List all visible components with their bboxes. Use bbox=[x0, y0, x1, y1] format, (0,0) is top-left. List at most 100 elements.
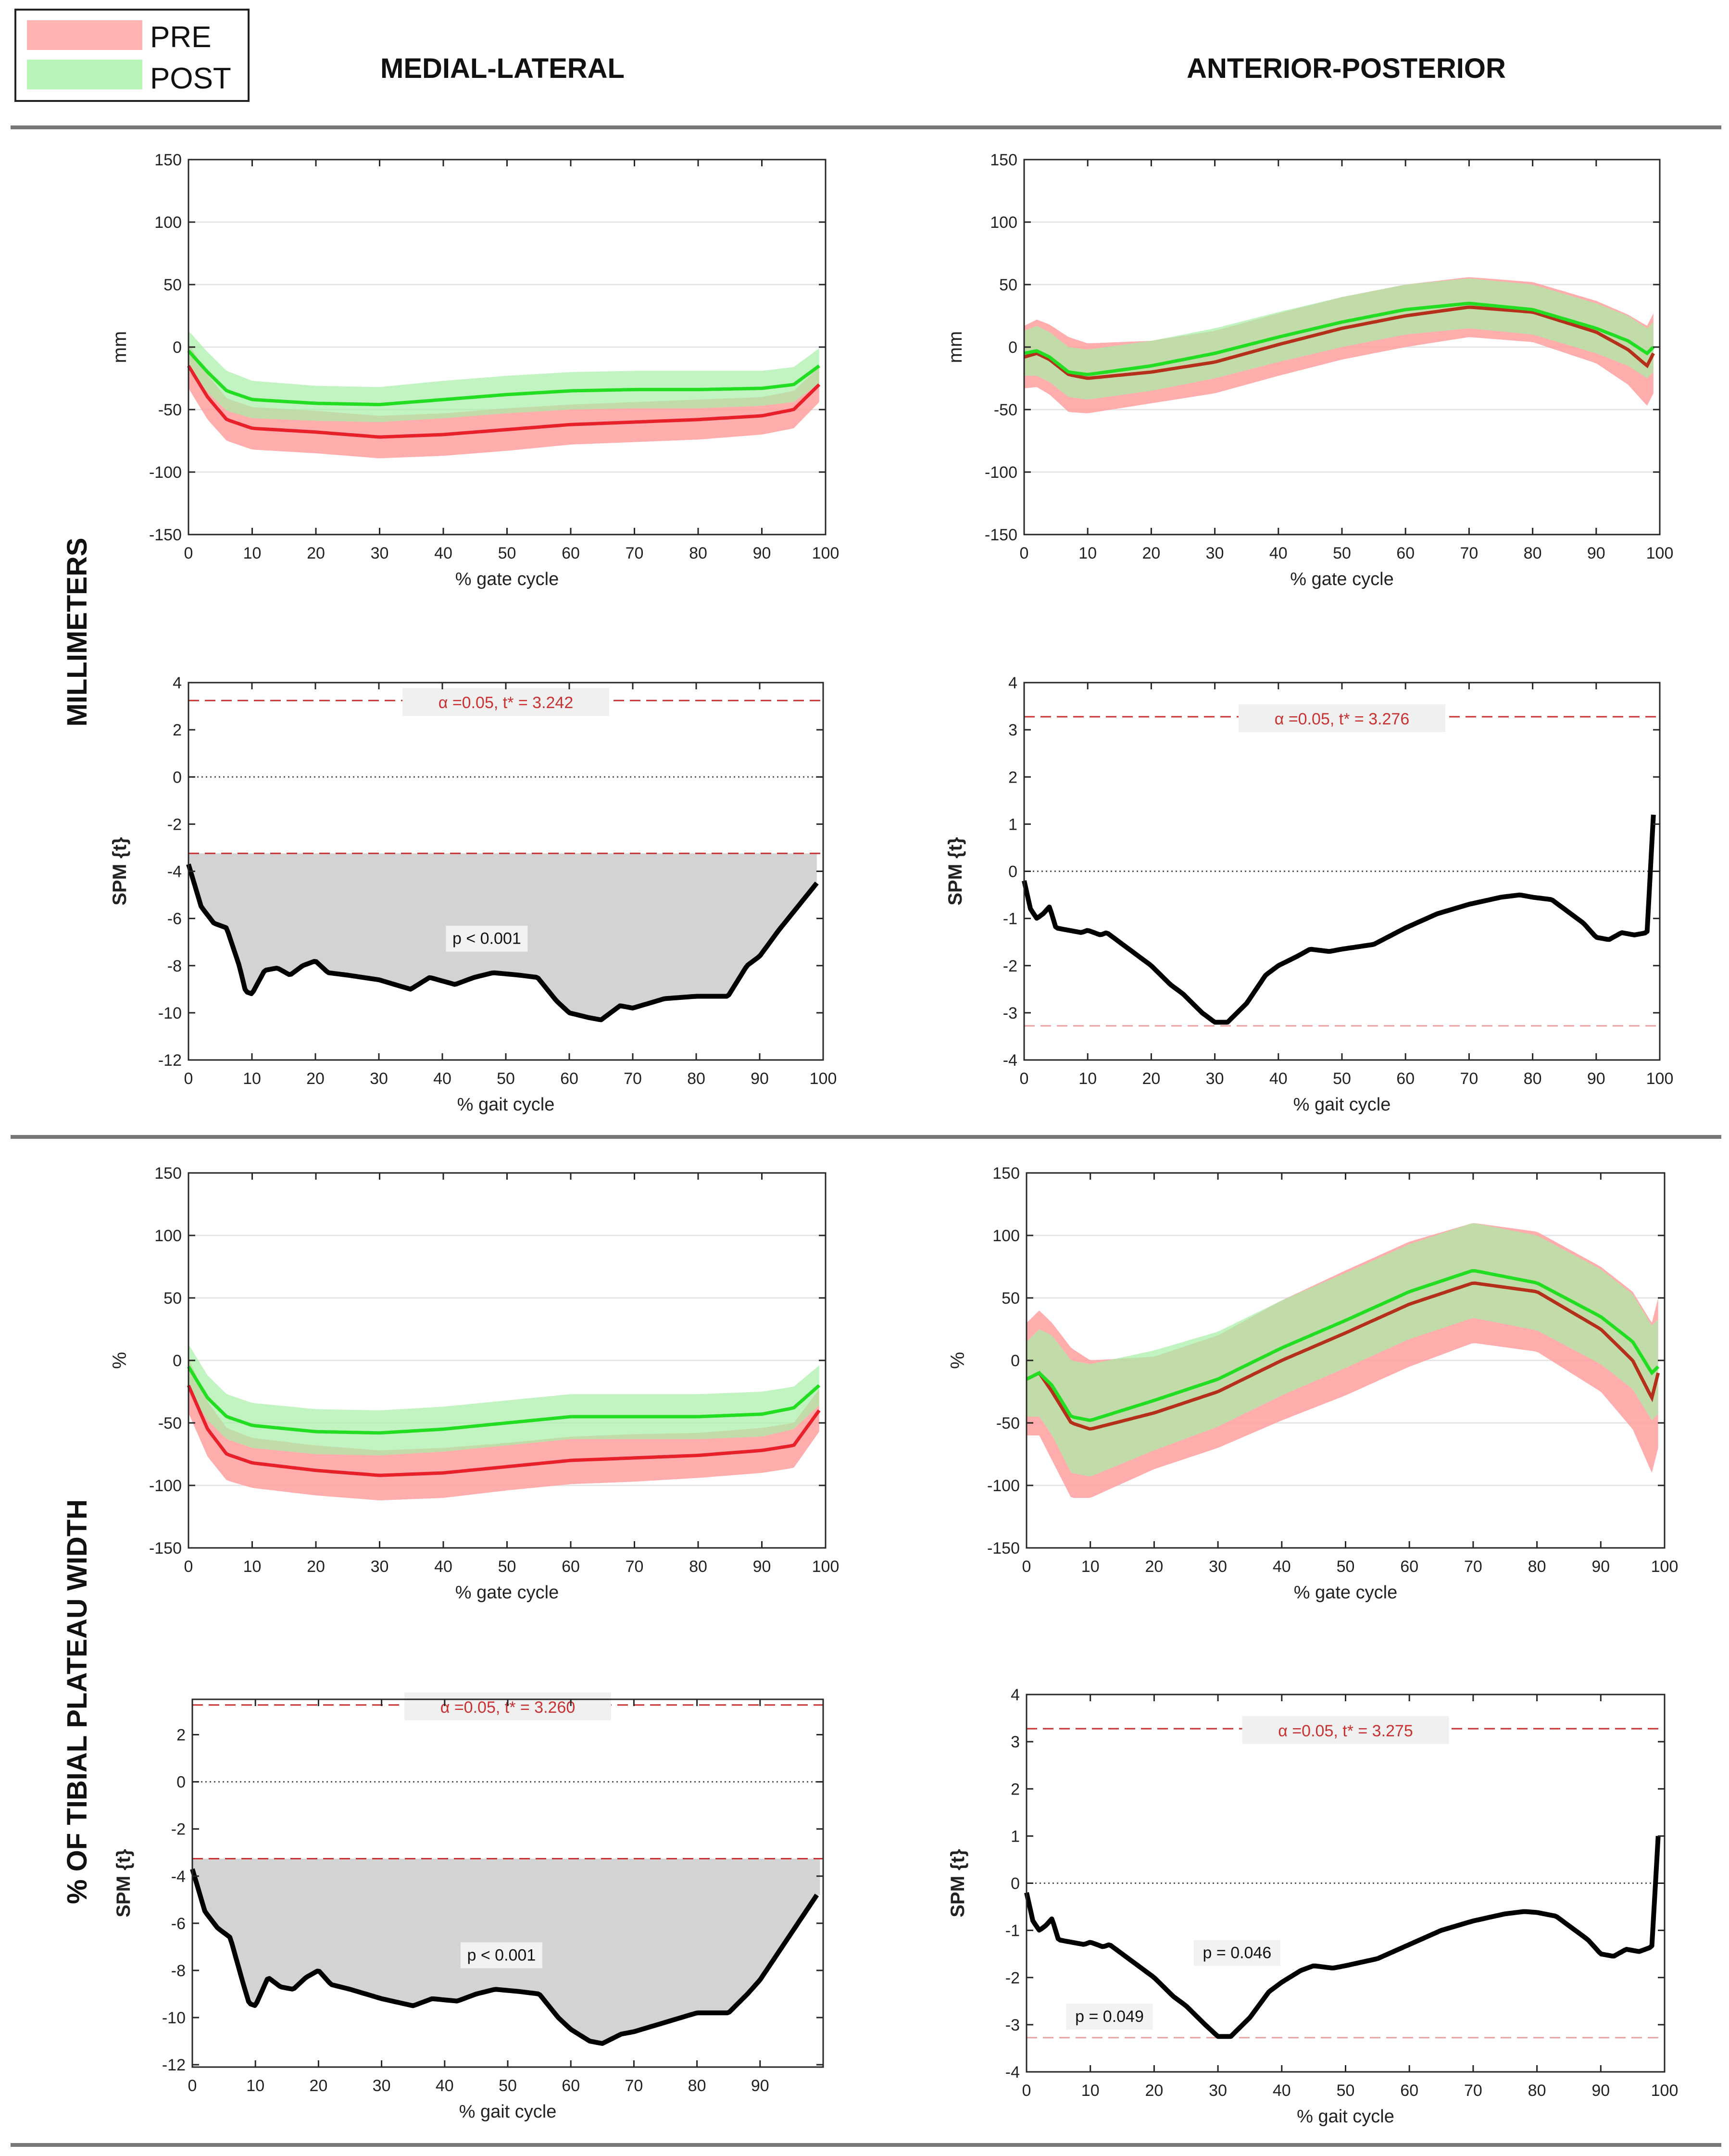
x-tick-label: 60 bbox=[562, 544, 580, 562]
y-tick-label: 150 bbox=[154, 1164, 182, 1183]
x-axis-label: % gate cycle bbox=[455, 569, 559, 589]
y-tick-label: 0 bbox=[173, 768, 182, 786]
x-tick-label: 60 bbox=[1396, 544, 1415, 562]
x-tick-label: 90 bbox=[753, 544, 771, 562]
p-value-label: p < 0.001 bbox=[467, 1946, 536, 1964]
y-tick-label: 2 bbox=[1008, 768, 1017, 786]
p-value-box bbox=[1066, 2004, 1153, 2030]
y-axis-label: mm bbox=[945, 331, 966, 363]
x-tick-label: 80 bbox=[1524, 1070, 1542, 1088]
y-tick-label: -4 bbox=[167, 863, 182, 881]
y-tick-label: -10 bbox=[158, 1004, 182, 1022]
y-tick-label: -4 bbox=[1003, 1051, 1017, 1070]
y-axis-label: % bbox=[947, 1352, 968, 1369]
mean-line-pre bbox=[187, 365, 821, 439]
legend-label-pre: PRE bbox=[150, 21, 211, 54]
x-tick-label: 50 bbox=[1333, 1070, 1351, 1088]
x-tick-label: 90 bbox=[1591, 2081, 1610, 2100]
x-axis-label: % gate cycle bbox=[455, 1583, 559, 1603]
x-tick-label: 50 bbox=[1337, 2081, 1355, 2100]
threshold-label: α =0.05, t* = 3.242 bbox=[439, 694, 574, 712]
x-tick-label: 90 bbox=[1587, 544, 1605, 562]
x-tick-label: 70 bbox=[624, 1070, 642, 1088]
x-tick-label: 90 bbox=[751, 1070, 769, 1088]
y-tick-label: -50 bbox=[158, 401, 182, 419]
legend: PRE POST bbox=[14, 9, 250, 102]
x-axis-label: % gate cycle bbox=[1294, 1583, 1397, 1603]
x-tick-label: 0 bbox=[1020, 544, 1029, 562]
threshold-label: α =0.05, t* = 3.275 bbox=[1278, 1722, 1413, 1740]
y-tick-label: 100 bbox=[992, 1227, 1020, 1245]
x-tick-label: 40 bbox=[1269, 1070, 1288, 1088]
x-tick-label: 100 bbox=[1646, 1070, 1674, 1088]
x-tick-label: 80 bbox=[688, 2077, 706, 2095]
y-axis-label: SPM {t} bbox=[113, 1849, 134, 1917]
p-value-label: p = 0.049 bbox=[1075, 2007, 1144, 2026]
y-tick-label: -12 bbox=[158, 1051, 182, 1070]
column-header-medial-lateral: MEDIAL-LATERAL bbox=[380, 53, 625, 84]
legend-swatch-pre bbox=[27, 20, 142, 50]
x-tick-label: 60 bbox=[562, 2077, 580, 2095]
x-tick-label: 0 bbox=[1020, 1070, 1029, 1088]
y-tick-label: -50 bbox=[996, 1414, 1020, 1433]
y-tick-label: 0 bbox=[1011, 1875, 1020, 1893]
x-tick-label: 40 bbox=[434, 1558, 452, 1576]
x-tick-label: 10 bbox=[243, 1070, 261, 1088]
x-tick-label: 90 bbox=[751, 2077, 769, 2095]
x-tick-label: 20 bbox=[1145, 1558, 1163, 1576]
y-tick-label: 4 bbox=[1008, 674, 1017, 692]
x-tick-label: 10 bbox=[1078, 544, 1097, 562]
y-tick-label: -50 bbox=[158, 1414, 182, 1433]
x-tick-label: 0 bbox=[188, 2077, 197, 2095]
x-tick-label: 10 bbox=[243, 544, 262, 562]
y-tick-label: -2 bbox=[1003, 957, 1017, 975]
x-tick-label: 30 bbox=[1206, 1070, 1224, 1088]
x-axis-label: % gait cycle bbox=[1297, 2106, 1394, 2127]
x-tick-label: 70 bbox=[626, 1558, 644, 1576]
threshold-label-box bbox=[404, 1692, 611, 1720]
y-tick-label: -4 bbox=[171, 1868, 186, 1886]
mean-line-pre bbox=[1024, 305, 1655, 380]
y-tick-label: 150 bbox=[154, 151, 182, 169]
y-tick-label: 0 bbox=[173, 338, 182, 357]
x-tick-label: 60 bbox=[562, 1558, 580, 1576]
y-tick-label: 0 bbox=[1008, 863, 1017, 881]
y-tick-label: 1 bbox=[1008, 815, 1017, 834]
y-axis-label: mm bbox=[109, 331, 130, 363]
threshold-label: α =0.05, t* = 3.276 bbox=[1275, 710, 1410, 728]
y-tick-label: 2 bbox=[176, 1726, 186, 1745]
y-tick-label: -100 bbox=[149, 1477, 182, 1495]
y-tick-label: 4 bbox=[1011, 1686, 1020, 1704]
x-tick-label: 50 bbox=[499, 2077, 517, 2095]
x-tick-label: 20 bbox=[307, 1558, 325, 1576]
y-tick-label: -10 bbox=[162, 2009, 186, 2027]
x-tick-label: 100 bbox=[1651, 2081, 1679, 2100]
x-tick-label: 30 bbox=[370, 1070, 388, 1088]
mean-line-post bbox=[187, 349, 820, 407]
x-tick-label: 50 bbox=[1333, 544, 1351, 562]
x-tick-label: 50 bbox=[498, 544, 516, 562]
y-tick-label: 100 bbox=[990, 213, 1017, 232]
x-tick-label: 10 bbox=[243, 1558, 262, 1576]
mean-line-post bbox=[1026, 1269, 1660, 1422]
y-tick-label: 150 bbox=[990, 151, 1017, 169]
y-tick-label: 3 bbox=[1008, 721, 1017, 739]
x-tick-label: 0 bbox=[1022, 2081, 1031, 2100]
x-tick-label: 80 bbox=[1528, 1558, 1546, 1576]
p-value-box bbox=[1193, 1940, 1280, 1966]
y-tick-label: 2 bbox=[173, 721, 182, 739]
x-tick-label: 100 bbox=[810, 1070, 837, 1088]
y-tick-label: -1 bbox=[1005, 1922, 1020, 1940]
x-tick-label: 10 bbox=[1078, 1070, 1097, 1088]
x-tick-label: 100 bbox=[1651, 1558, 1679, 1576]
x-axis-label: % gate cycle bbox=[1290, 569, 1393, 589]
y-tick-label: 3 bbox=[1011, 1733, 1020, 1751]
y-tick-label: 150 bbox=[992, 1164, 1020, 1183]
x-tick-label: 40 bbox=[436, 2077, 454, 2095]
x-tick-label: 70 bbox=[626, 544, 644, 562]
x-tick-label: 20 bbox=[1142, 544, 1160, 562]
legend-swatch-post bbox=[27, 60, 142, 89]
